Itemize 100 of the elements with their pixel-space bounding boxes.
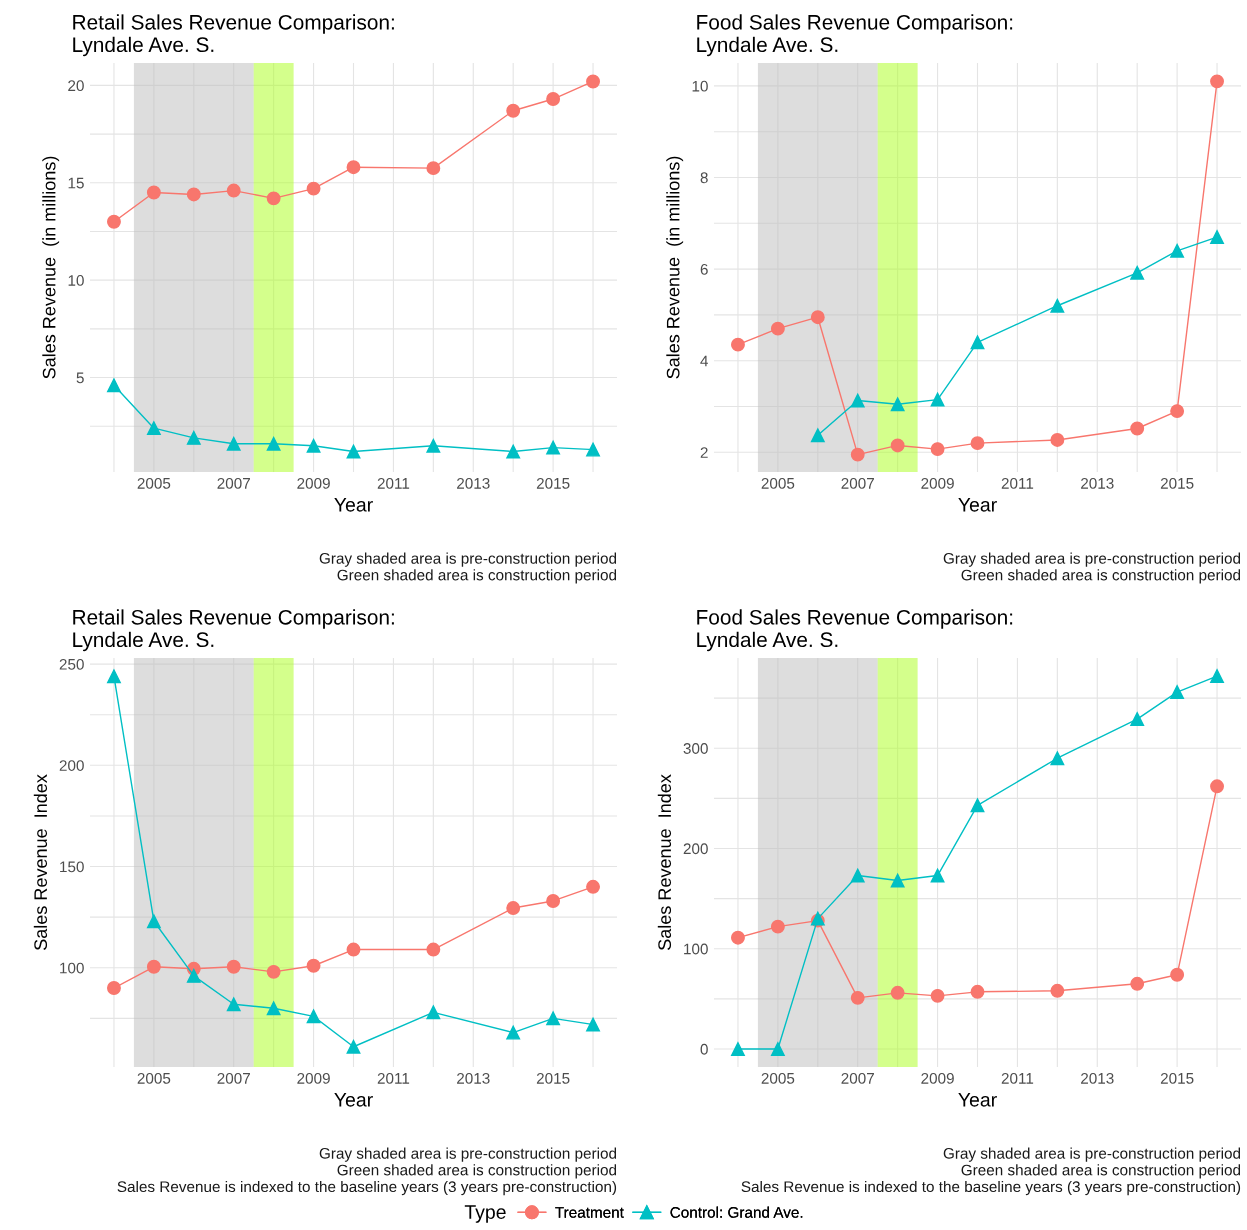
point: [346, 160, 361, 175]
x-tick-label: 2009: [921, 477, 954, 489]
point: [890, 438, 905, 453]
point: [426, 1005, 441, 1020]
point: [107, 214, 121, 229]
point: [346, 942, 361, 957]
y-tick-label: 200: [683, 843, 708, 855]
y-axis-title: Sales Revenue Index: [657, 774, 672, 950]
chart-title: Retail Sales Revenue Comparison: Lyndale Ave. S.: [73, 14, 394, 57]
point: [426, 161, 441, 176]
point: [1130, 265, 1145, 280]
point: [306, 958, 321, 973]
x-tick-label: 2013: [1081, 477, 1114, 489]
point: [146, 421, 161, 436]
text: Green shaded area is construction period: [961, 569, 1241, 584]
text: Gray shaded area is pre-construction period: [319, 1147, 617, 1162]
legend-title: Type: [464, 1205, 506, 1223]
point: [107, 981, 121, 995]
point: [506, 901, 521, 916]
point: [226, 959, 241, 974]
point: [930, 868, 945, 883]
point: [850, 990, 865, 1005]
y-axis-title: Sales Revenue (in millions): [666, 156, 684, 379]
y-tick-label: 300: [683, 743, 708, 754]
y-tick-label: 200: [59, 760, 84, 771]
x-axis-title: Year: [334, 1093, 373, 1107]
point: [930, 392, 945, 407]
x-tick-label: 2011: [1001, 477, 1034, 489]
point: [1210, 230, 1224, 244]
x-axis-title: Year: [958, 1093, 997, 1107]
y-tick-label: 250: [59, 658, 84, 670]
point: [930, 988, 945, 1003]
x-tick-label: 2009: [921, 1072, 954, 1084]
text: Green shaded area is construction period: [961, 1164, 1241, 1179]
x-tick-label: 2015: [1160, 477, 1194, 489]
point: [970, 335, 985, 350]
point: [1050, 983, 1065, 998]
y-tick-label: 100: [60, 962, 84, 974]
x-tick-label: 2015: [536, 477, 570, 489]
point: [890, 397, 905, 412]
point: [266, 1001, 281, 1016]
point: [226, 997, 241, 1012]
x-tick-label: 2013: [457, 477, 490, 489]
x-tick-label: 2015: [1160, 1072, 1194, 1084]
point: [1130, 976, 1145, 991]
point: [1130, 421, 1145, 436]
x-tick-label: 2007: [841, 477, 874, 489]
point: [107, 378, 121, 393]
point: [731, 1042, 745, 1056]
point: [1170, 404, 1185, 419]
point: [186, 430, 201, 445]
text: Green shaded area is construction period: [337, 569, 617, 584]
x-tick-label: 2005: [761, 1072, 795, 1084]
point: [890, 873, 905, 888]
point: [226, 436, 241, 451]
point: [506, 444, 521, 459]
point: [586, 442, 600, 457]
point: [1210, 74, 1224, 89]
x-tick-label: 2005: [137, 477, 171, 489]
point: [186, 187, 201, 202]
point: [266, 964, 281, 979]
legend-label: Control: Grand Ave.: [670, 1206, 803, 1218]
point: [346, 444, 361, 459]
point: [346, 1039, 361, 1054]
chart-title: Retail Sales Revenue Comparison: Lyndale Ave. S.: [73, 609, 394, 652]
point: [1170, 685, 1185, 700]
point: [146, 185, 161, 200]
text: Gray shaded area is pre-construction period: [319, 552, 617, 567]
text: Green shaded area is construction period: [337, 1164, 617, 1179]
point: [586, 1017, 600, 1032]
y-tick-label: 0: [700, 1043, 708, 1055]
point: [1050, 298, 1065, 313]
y-tick-label: 100: [684, 943, 708, 955]
point: [546, 440, 561, 455]
point: [850, 447, 865, 462]
point: [226, 183, 241, 198]
point: [146, 914, 161, 929]
y-tick-label: 15: [68, 177, 84, 189]
chart-title: Food Sales Revenue Comparison: Lyndale Ave. S.: [697, 14, 1013, 57]
point: [306, 438, 321, 453]
point: [770, 321, 785, 336]
point: [850, 868, 865, 883]
point: [850, 393, 865, 408]
point: [306, 1009, 321, 1024]
chart-title: Food Sales Revenue Comparison: Lyndale Ave. S.: [697, 609, 1013, 652]
x-tick-label: 2005: [761, 477, 795, 489]
point: [1050, 751, 1065, 766]
point: [586, 74, 600, 89]
y-tick-label: 8: [700, 172, 708, 184]
point: [770, 1042, 785, 1056]
x-tick-label: 2011: [377, 1072, 410, 1084]
point: [107, 669, 121, 684]
x-tick-label: 2009: [297, 477, 330, 489]
point: [970, 984, 985, 999]
x-tick-label: 2013: [1081, 1072, 1114, 1084]
point: [506, 1025, 521, 1040]
y-axis-title: Sales Revenue Index: [33, 774, 48, 950]
y-tick-label: 150: [60, 861, 84, 873]
point: [186, 968, 201, 983]
point: [1170, 967, 1185, 982]
